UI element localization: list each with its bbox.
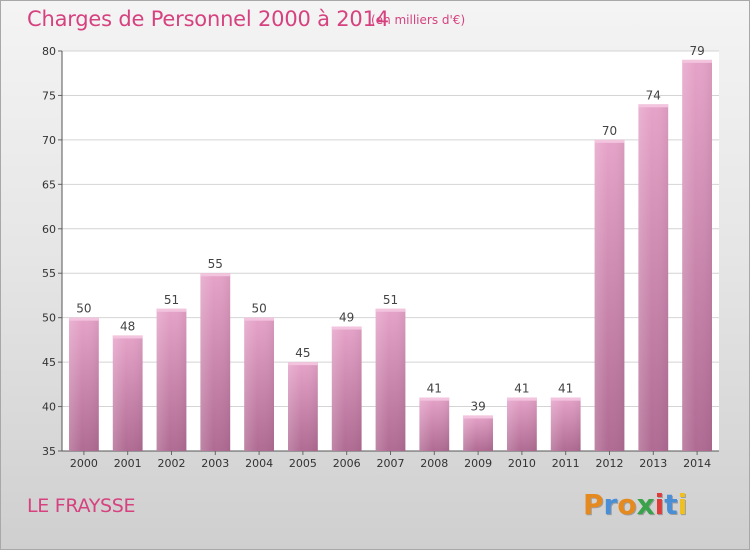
chart-title: Charges de Personnel 2000 à 2014 <box>27 7 389 31</box>
x-tick-label: 2008 <box>420 457 448 470</box>
chart-subtitle: (en milliers d'€) <box>371 13 466 27</box>
bar-shine <box>244 317 274 451</box>
x-tick-label: 2004 <box>245 457 273 470</box>
value-label: 41 <box>558 382 573 396</box>
y-tick-label: 65 <box>42 178 56 191</box>
value-label: 55 <box>208 257 223 271</box>
y-tick-label: 45 <box>42 356 56 369</box>
x-tick-label: 2007 <box>377 457 405 470</box>
bar-shine <box>200 273 231 451</box>
logo-letter: o <box>617 488 637 521</box>
value-label: 41 <box>514 382 529 396</box>
y-tick-label: 35 <box>42 445 56 458</box>
bar-top-edge <box>69 317 99 321</box>
value-label: 45 <box>295 346 310 360</box>
x-tick-label: 2005 <box>289 457 317 470</box>
bar-shine <box>375 308 406 451</box>
bar-shine <box>463 415 493 451</box>
bar-top-edge <box>682 59 712 63</box>
logo-letter: i <box>654 488 665 521</box>
y-tick-label: 80 <box>42 45 56 58</box>
location-name: LE FRAYSSE <box>27 495 136 517</box>
bar-top-edge <box>594 139 625 143</box>
y-tick-label: 40 <box>42 401 56 414</box>
labels: 35 40 45 50 55 60 65 70 75 80 50 2000 48 2001 51 2002 55… <box>42 44 711 470</box>
x-tick-label: 2009 <box>464 457 492 470</box>
bar-shine <box>682 59 712 452</box>
x-tick-label: 2003 <box>201 457 229 470</box>
value-label: 50 <box>251 302 266 316</box>
bar-top-edge <box>288 362 318 366</box>
bar-top-edge <box>331 326 362 330</box>
value-label: 51 <box>164 293 179 307</box>
bar-top-edge <box>507 397 537 401</box>
x-tick-label: 2006 <box>333 457 361 470</box>
value-label: 49 <box>339 311 354 325</box>
y-tick-label: 55 <box>42 267 56 280</box>
bar-top-edge <box>244 317 274 321</box>
x-tick-label: 2012 <box>596 457 624 470</box>
bar-top-edge <box>463 415 493 419</box>
bar-shine <box>331 326 362 451</box>
bar-top-edge <box>200 273 231 277</box>
bar-top-edge <box>375 308 406 312</box>
bar-shine <box>112 335 143 451</box>
bar-shine <box>69 317 99 451</box>
y-tick-label: 50 <box>42 312 56 325</box>
y-tick-label: 75 <box>42 89 56 102</box>
value-label: 51 <box>383 293 398 307</box>
bar-shine <box>507 397 537 451</box>
x-tick-label: 2002 <box>158 457 186 470</box>
bars <box>69 59 712 452</box>
bar-top-edge <box>419 397 450 401</box>
logo-letter: r <box>603 488 618 521</box>
logo-letter: t <box>664 488 678 521</box>
value-label: 79 <box>689 44 704 58</box>
proxiti-logo[interactable]: Proxiti <box>583 488 687 521</box>
x-tick-label: 2011 <box>552 457 580 470</box>
value-label: 39 <box>470 399 485 413</box>
x-tick-label: 2013 <box>639 457 667 470</box>
x-tick-label: 2001 <box>114 457 142 470</box>
x-tick-label: 2000 <box>70 457 98 470</box>
bar-top-edge <box>638 104 669 108</box>
bar-top-edge <box>156 308 187 312</box>
logo-letter: i <box>677 488 688 521</box>
value-label: 48 <box>120 319 135 333</box>
bar-top-edge <box>550 397 581 401</box>
y-tick-label: 70 <box>42 134 56 147</box>
value-label: 50 <box>76 302 91 316</box>
bar-shine <box>156 308 187 451</box>
value-label: 74 <box>646 88 661 102</box>
y-tick-label: 60 <box>42 223 56 236</box>
bar-top-edge <box>112 335 143 339</box>
value-label: 70 <box>602 124 617 138</box>
bar-shine <box>638 104 669 451</box>
value-label: 41 <box>427 382 442 396</box>
x-tick-label: 2010 <box>508 457 536 470</box>
x-tick-label: 2014 <box>683 457 711 470</box>
bar-shine <box>594 139 625 451</box>
logo-letter: P <box>583 488 604 521</box>
logo-letter: x <box>636 488 655 521</box>
bar-shine <box>288 362 318 451</box>
bar-shine <box>550 397 581 451</box>
bar-shine <box>419 397 450 451</box>
